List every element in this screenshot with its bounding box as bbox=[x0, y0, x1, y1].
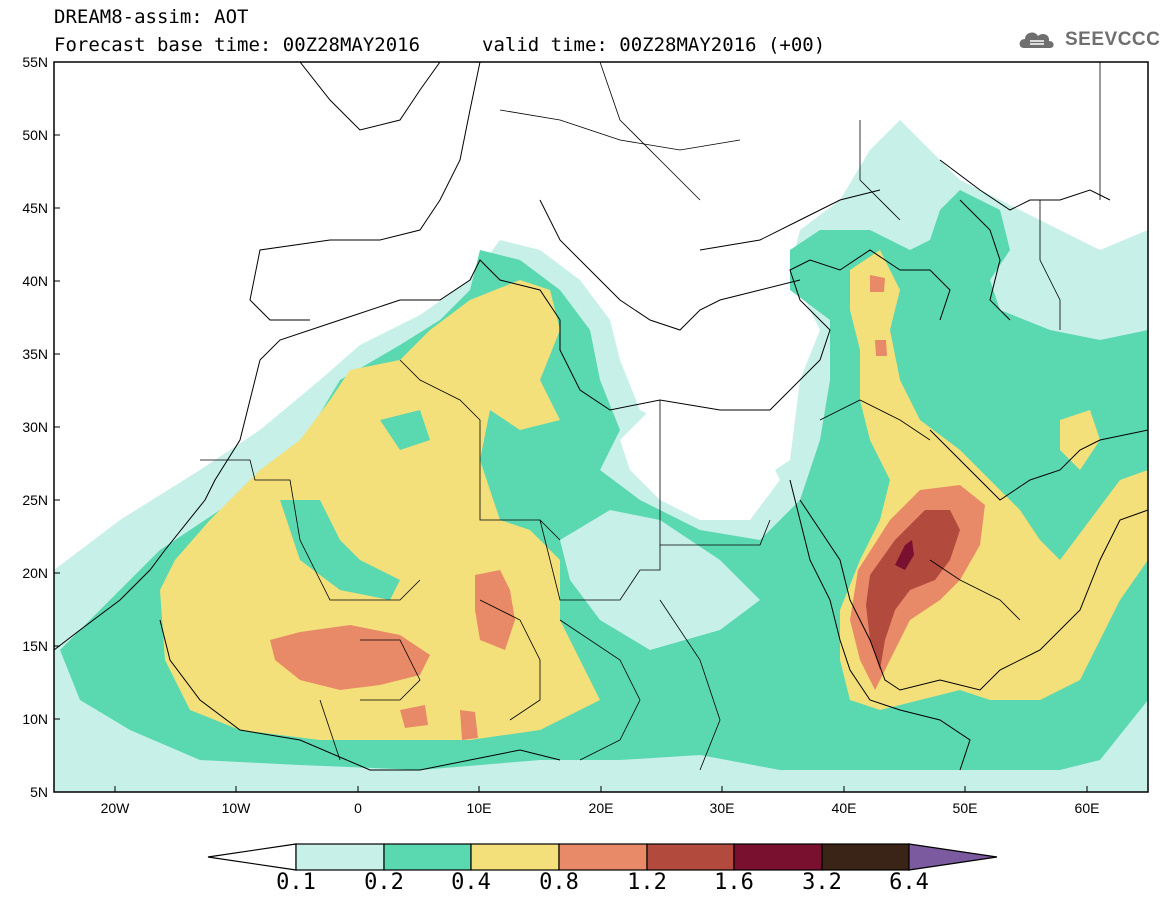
colorbar-bin-1 bbox=[295, 843, 385, 871]
lat-label: 25N bbox=[22, 492, 48, 508]
lon-label: 10E bbox=[466, 800, 492, 816]
colorbar-bin-7 bbox=[821, 843, 910, 871]
lat-label: 40N bbox=[22, 273, 48, 289]
lat-label: 20N bbox=[22, 565, 48, 581]
lon-label: 40E bbox=[831, 800, 857, 816]
aot-clear-region-russia bbox=[760, 62, 1148, 230]
colorbar-label: 6.4 bbox=[889, 870, 929, 895]
lon-label: 20E bbox=[588, 800, 614, 816]
forecast-base-time: Forecast base time: 00Z28MAY2016 bbox=[54, 34, 421, 56]
axis-ticks bbox=[54, 61, 1088, 792]
colorbar-label: 1.6 bbox=[714, 870, 754, 895]
colorbar-label: 0.2 bbox=[364, 870, 404, 895]
colorbar-bin-6 bbox=[733, 843, 823, 871]
colorbar-label: 3.2 bbox=[802, 870, 842, 895]
lat-label: 30N bbox=[22, 419, 48, 435]
colorbar-label: 0.8 bbox=[539, 870, 579, 895]
lon-label: 0 bbox=[354, 800, 362, 816]
aot-field-lvl5 bbox=[866, 510, 960, 670]
country-borders bbox=[200, 62, 1101, 771]
colorbar-bin-4 bbox=[558, 843, 648, 871]
lon-label: 60E bbox=[1074, 800, 1100, 816]
aot-low-region-egypt bbox=[560, 510, 760, 650]
colorbar-label: 1.2 bbox=[627, 870, 667, 895]
valid-time: valid time: 00Z28MAY2016 (+00) bbox=[482, 34, 826, 56]
colorbar-high-triangle bbox=[908, 843, 998, 871]
colorbar-label: 0.1 bbox=[276, 870, 316, 895]
lat-label: 55N bbox=[22, 54, 48, 70]
colorbar-bin-3 bbox=[470, 843, 560, 871]
lat-label: 15N bbox=[22, 638, 48, 654]
aot-clear-region-europe bbox=[54, 62, 770, 460]
aot-field-lvl6 bbox=[895, 540, 914, 570]
aot-field-lvl2-sahara bbox=[280, 410, 430, 600]
logo-text: SEEVCCC bbox=[1065, 29, 1161, 50]
colorbar-bin-2 bbox=[383, 843, 472, 871]
lat-label: 45N bbox=[22, 200, 48, 216]
lat-label: 5N bbox=[30, 784, 48, 800]
lat-label: 10N bbox=[22, 711, 48, 727]
map-title: DREAM8-assim: AOT bbox=[54, 6, 249, 28]
lon-label: 30E bbox=[709, 800, 735, 816]
colorbar-bin-5 bbox=[646, 843, 735, 871]
lat-label: 50N bbox=[22, 127, 48, 143]
seevccc-logo bbox=[1019, 32, 1054, 48]
cloud-icon bbox=[1019, 32, 1054, 48]
coastlines bbox=[54, 62, 1148, 771]
colorbar-label: 0.4 bbox=[451, 870, 491, 895]
colorbar-low-triangle bbox=[207, 843, 297, 871]
lon-label: 10W bbox=[221, 800, 251, 816]
lon-label: 50E bbox=[952, 800, 978, 816]
lat-label: 35N bbox=[22, 346, 48, 362]
lon-label: 20W bbox=[100, 800, 130, 816]
